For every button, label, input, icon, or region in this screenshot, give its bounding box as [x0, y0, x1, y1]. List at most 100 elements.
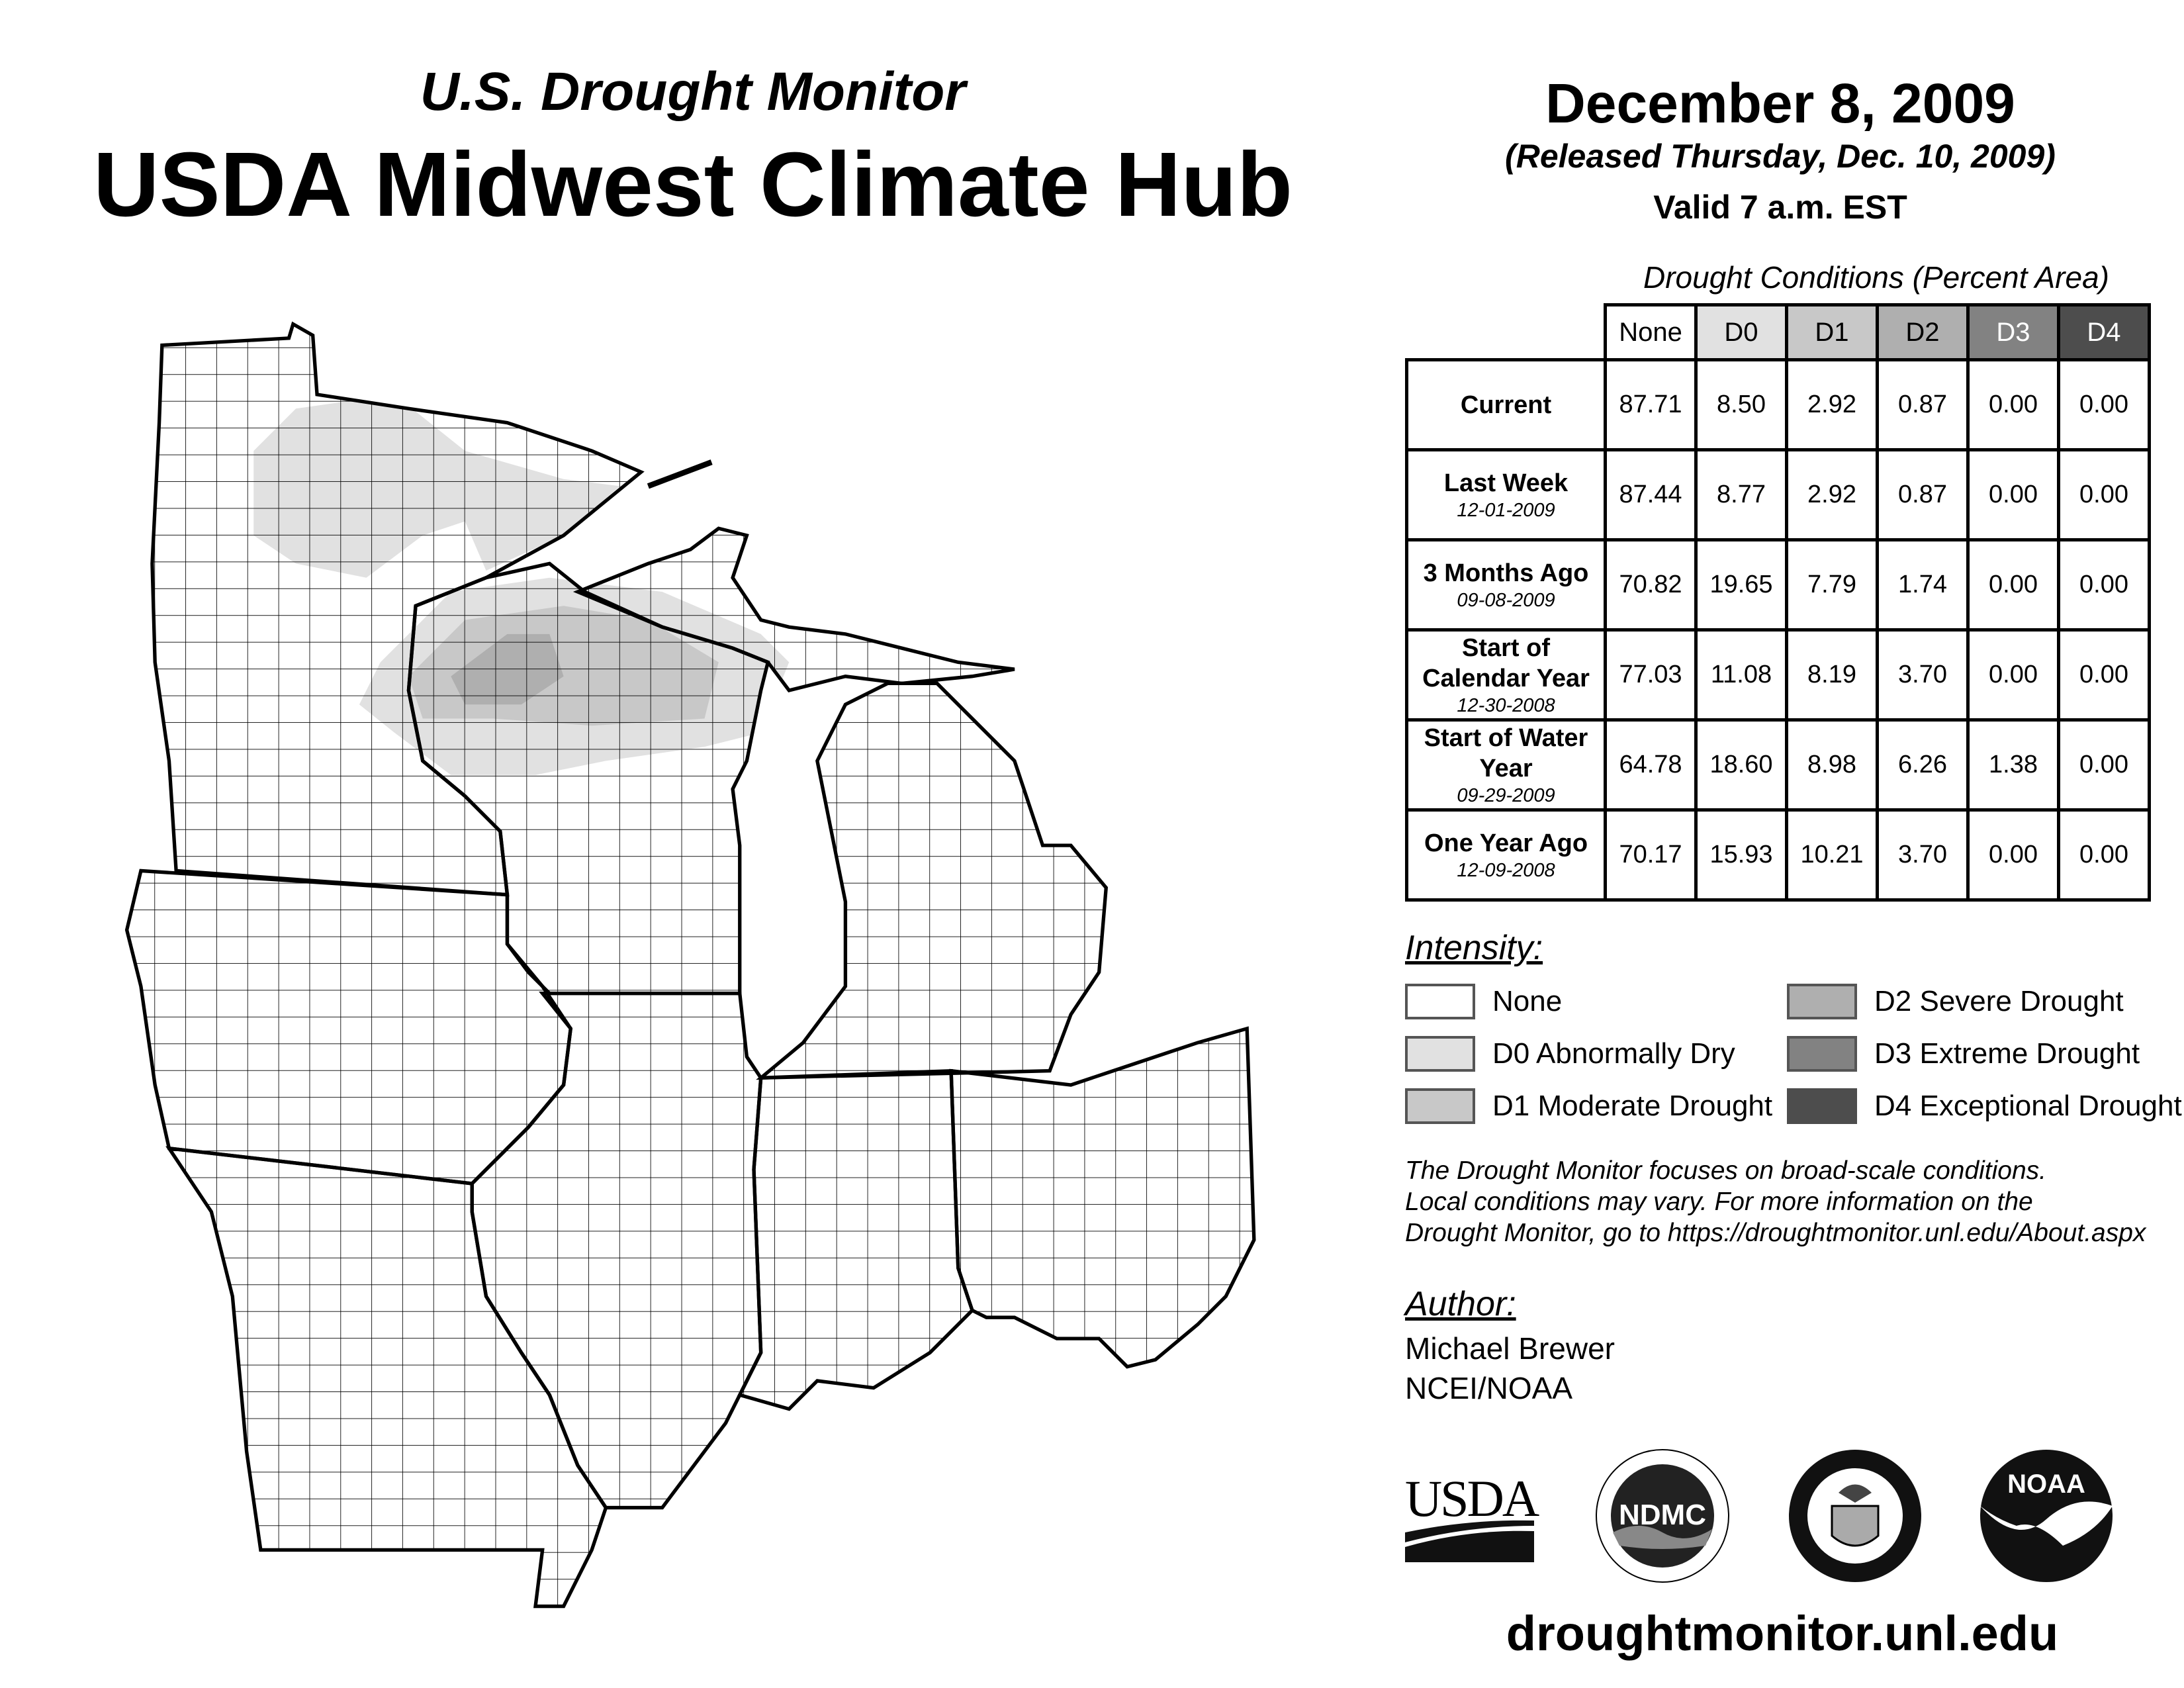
cell-d1: 8.19	[1785, 628, 1879, 722]
table-row: Last Week 12-01-2009 87.44 8.77 2.92 0.87 0.00…	[1405, 448, 2151, 541]
col-d1: D1	[1785, 303, 1879, 361]
note-line: Drought Monitor, go to https://droughtmo…	[1405, 1219, 2146, 1247]
table-row: 3 Months Ago 09-08-2009 70.82 19.65 7.79 1.74…	[1405, 538, 2151, 632]
noaa-logo: NOAA	[1980, 1450, 2113, 1582]
table-row: Current 87.71 8.50 2.92 0.87 0.00 0.00	[1405, 358, 2151, 451]
noaa-logo-text: NOAA	[2007, 1470, 2085, 1499]
disclaimer-note: The Drought Monitor focuses on broad-sca…	[1405, 1155, 2146, 1248]
legend-label: D1 Moderate Drought	[1492, 1090, 1773, 1122]
note-line: Local conditions may vary. For more info…	[1405, 1188, 2033, 1216]
commerce-seal	[1789, 1450, 1921, 1582]
row-date: 12-09-2008	[1457, 859, 1555, 881]
note-line: The Drought Monitor focuses on broad-sca…	[1405, 1156, 2047, 1185]
cell-d3: 1.38	[1966, 718, 2060, 812]
release-date: (Released Thursday, Dec. 10, 2009)	[1505, 138, 2056, 175]
col-d4: D4	[2057, 303, 2151, 361]
cell-none: 70.82	[1604, 538, 1698, 632]
legend-swatch	[1787, 1088, 1857, 1124]
valid-time: Valid 7 a.m. EST	[1653, 189, 1907, 226]
row-label-text: Last Week	[1443, 469, 1569, 497]
cell-none: 77.03	[1604, 628, 1698, 722]
table-header-row: None D0 D1 D2 D3 D4	[1406, 303, 2151, 361]
usda-logo: USDA	[1405, 1470, 1541, 1562]
row-label: 3 Months Ago 09-08-2009	[1405, 538, 1607, 632]
row-label-text: Current	[1460, 391, 1552, 419]
cell-d0: 11.08	[1694, 628, 1788, 722]
cell-d0: 8.77	[1694, 448, 1788, 541]
table-row: Start of Calendar Year 12-30-2008 77.03 11.…	[1405, 628, 2151, 722]
cell-d4: 0.00	[2057, 448, 2151, 541]
row-label: Start of Water Year 09-29-2009	[1405, 718, 1607, 812]
row-label-text: One Year Ago	[1424, 829, 1588, 857]
author-label: Author:	[1405, 1285, 1516, 1323]
cell-d4: 0.00	[2057, 538, 2151, 632]
table-row: Start of Water Year 09-29-2009 64.78 18.60 8…	[1405, 718, 2151, 812]
row-date: 12-30-2008	[1457, 694, 1555, 716]
legend-label: D2 Severe Drought	[1874, 985, 2124, 1017]
ndmc-logo-text: NDMC	[1619, 1499, 1706, 1531]
legend-d0: D0 Abnormally Dry	[1405, 1036, 1735, 1072]
legend-d4: D4 Exceptional Drought	[1787, 1088, 2182, 1124]
row-label: Last Week 12-01-2009	[1405, 448, 1607, 541]
header-blank	[1406, 305, 1606, 361]
cell-d3: 0.00	[1966, 538, 2060, 632]
table-row: One Year Ago 12-09-2008 70.17 15.93 10.21 3.7…	[1405, 808, 2151, 902]
cell-d3: 0.00	[1966, 448, 2060, 541]
cell-none: 64.78	[1604, 718, 1698, 812]
legend-swatch	[1405, 1088, 1475, 1124]
row-label-text: Start of Water Year	[1424, 724, 1588, 782]
map-subtitle: U.S. Drought Monitor	[420, 62, 966, 122]
cell-d1: 2.92	[1785, 358, 1879, 451]
cell-d3: 0.00	[1966, 358, 2060, 451]
cell-d2: 0.87	[1876, 448, 1970, 541]
legend-swatch	[1787, 1036, 1857, 1072]
cell-d1: 10.21	[1785, 808, 1879, 902]
cell-d2: 3.70	[1876, 628, 1970, 722]
legend-label: D0 Abnormally Dry	[1492, 1037, 1735, 1070]
cell-none: 87.71	[1604, 358, 1698, 451]
row-label-text: Start of Calendar Year	[1422, 633, 1590, 692]
legend-label: None	[1492, 985, 1563, 1017]
cell-d4: 0.00	[2057, 718, 2151, 812]
website-link[interactable]: droughtmonitor.unl.edu	[1506, 1606, 2059, 1661]
row-label: Current	[1405, 358, 1607, 451]
map-date: December 8, 2009	[1545, 72, 2015, 134]
cell-d1: 7.79	[1785, 538, 1879, 632]
drought-conditions-table: None D0 D1 D2 D3 D4 Current 87.71 8.50 2.92…	[1405, 303, 2151, 902]
row-date: 12-01-2009	[1457, 499, 1555, 521]
cell-none: 70.17	[1604, 808, 1698, 902]
cell-d2: 3.70	[1876, 808, 1970, 902]
cell-d3: 0.00	[1966, 628, 2060, 722]
cell-d2: 1.74	[1876, 538, 1970, 632]
cell-d4: 0.00	[2057, 358, 2151, 451]
legend-label: D3 Extreme Drought	[1874, 1037, 2140, 1070]
row-label-text: 3 Months Ago	[1423, 559, 1589, 587]
ndmc-logo: NDMC	[1596, 1449, 1729, 1583]
row-label: One Year Ago 12-09-2008	[1405, 808, 1607, 902]
row-date: 09-08-2009	[1457, 589, 1555, 611]
legend-swatch	[1405, 984, 1475, 1019]
legend-d2: D2 Severe Drought	[1787, 984, 2124, 1019]
cell-d0: 19.65	[1694, 538, 1788, 632]
cell-d1: 8.98	[1785, 718, 1879, 812]
table-title: Drought Conditions (Percent Area)	[1643, 260, 2109, 295]
cell-d0: 18.60	[1694, 718, 1788, 812]
isle-royale	[647, 459, 713, 489]
row-label: Start of Calendar Year 12-30-2008	[1405, 628, 1607, 722]
cell-d0: 15.93	[1694, 808, 1788, 902]
legend-d1: D1 Moderate Drought	[1405, 1088, 1772, 1124]
cell-d2: 6.26	[1876, 718, 1970, 812]
col-d0: D0	[1694, 303, 1788, 361]
cell-d1: 2.92	[1785, 448, 1879, 541]
legend-label: D4 Exceptional Drought	[1874, 1090, 2182, 1122]
map-title: USDA Midwest Climate Hub	[93, 134, 1293, 236]
cell-d4: 0.00	[2057, 808, 2151, 902]
cell-none: 87.44	[1604, 448, 1698, 541]
row-date: 09-29-2009	[1457, 784, 1555, 806]
author-org: NCEI/NOAA	[1405, 1371, 1573, 1405]
cell-d2: 0.87	[1876, 358, 1970, 451]
intensity-label: Intensity:	[1405, 929, 1543, 967]
legend-swatch	[1787, 984, 1857, 1019]
col-none: None	[1604, 303, 1698, 361]
